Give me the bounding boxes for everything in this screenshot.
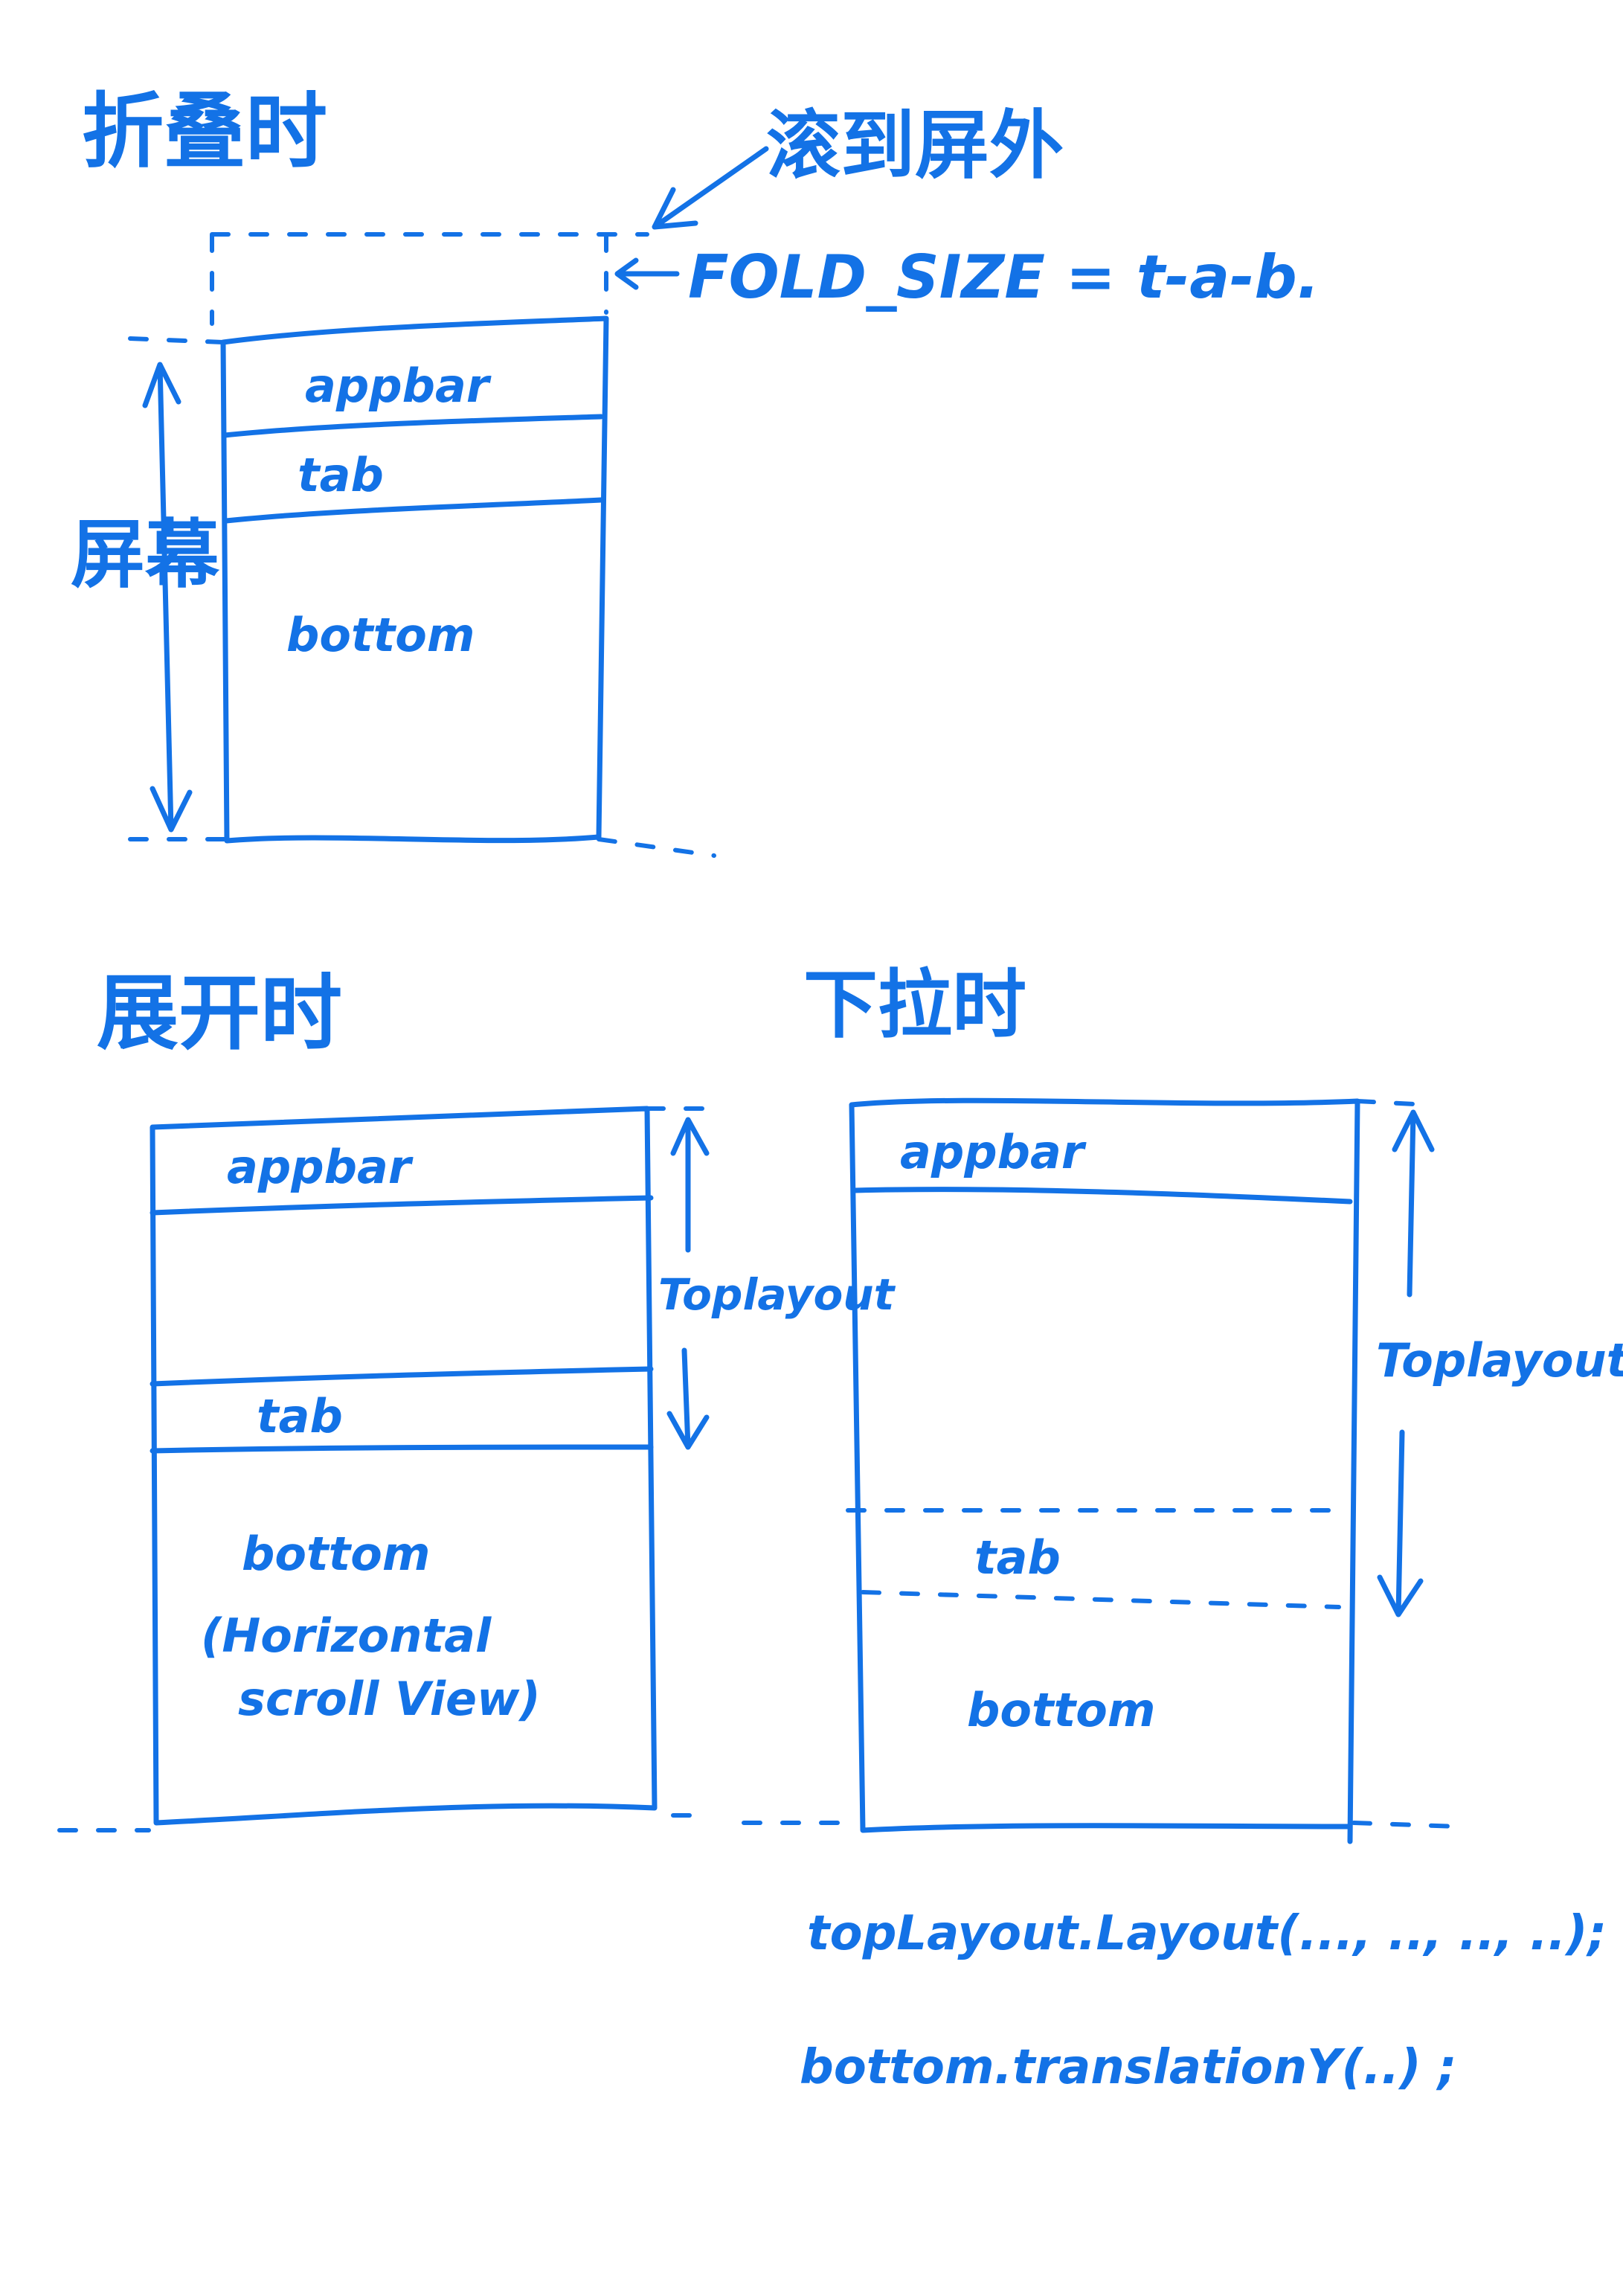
expanded-bottom-note-2: scroll View) — [238, 1672, 541, 1726]
folded-appbar-label: appbar — [305, 359, 492, 413]
expanded-appbar-divider — [150, 1195, 654, 1216]
offscreen-arrow — [652, 146, 769, 230]
expanded-tab-label: tab — [257, 1389, 343, 1443]
expanded-toplayout-label: Toplayout — [658, 1269, 896, 1320]
code-line-2: bottom.translationY(..) ; — [800, 2040, 1456, 2095]
pulldown-bottom-label: bottom — [967, 1683, 1155, 1737]
pulldown-frame — [849, 1097, 1360, 1844]
expanded-toplayout-arrow — [666, 1117, 710, 1450]
pulldown-appbar-divider — [852, 1187, 1353, 1205]
pulldown-tab-label: tab — [974, 1530, 1061, 1585]
screen-height-arrow — [142, 362, 193, 833]
expanded-appbar-label: appbar — [227, 1140, 414, 1194]
expanded-tab-top — [150, 1366, 654, 1387]
expanded-bottom-label: bottom — [242, 1527, 430, 1581]
expanded-baseline — [57, 1813, 701, 1832]
pulldown-baseline — [742, 1821, 1460, 1829]
pulldown-toplayout-label: Toplayout — [1376, 1333, 1623, 1388]
folded-tab-label: tab — [298, 448, 384, 502]
pulldown-appbar-label: appbar — [900, 1125, 1087, 1179]
folded-bottom-label: bottom — [286, 608, 475, 662]
code-notes: topLayout.Layout(..., .., .., ..); botto… — [800, 1906, 1607, 2095]
folded-title: 折叠时 — [82, 84, 327, 179]
expanded-frame — [150, 1106, 658, 1826]
expanded-title: 展开时 — [97, 966, 342, 1061]
folded-screen-baseline — [128, 837, 716, 858]
pulldown-toplayout-arrow — [1377, 1109, 1435, 1617]
fold-size-arrow — [614, 257, 680, 290]
screen-label: 屏幕 — [71, 511, 220, 598]
pulldown-title: 下拉时 — [803, 961, 1026, 1048]
expanded-section: 展开时 appbar tab bottom (Horizontal scroll… — [57, 966, 896, 1832]
offscreen-note: 滚到屏外 — [766, 102, 1064, 189]
folded-section: 折叠时 滚到屏外 FOLD_SIZE = t-a-b. appbar tab b… — [71, 84, 1320, 858]
folded-screen-topline — [128, 336, 225, 344]
pulldown-section: 下拉时 appbar tab bottom Toplayout — [742, 961, 1623, 1844]
folded-tab-divider — [223, 497, 604, 524]
fold-size-label: FOLD_SIZE = t-a-b. — [688, 243, 1320, 312]
expanded-tab-bottom — [150, 1444, 654, 1454]
code-line-1: topLayout.Layout(..., .., .., ..); — [807, 1906, 1607, 1961]
folded-screen-frame — [220, 315, 609, 844]
folded-appbar-divider — [222, 414, 604, 438]
pulldown-tab-bottom — [861, 1590, 1341, 1609]
pulldown-topline — [1355, 1099, 1430, 1107]
offscreen-dashed-region — [210, 232, 649, 326]
expanded-bottom-note-1: (Horizontal — [201, 1609, 492, 1663]
